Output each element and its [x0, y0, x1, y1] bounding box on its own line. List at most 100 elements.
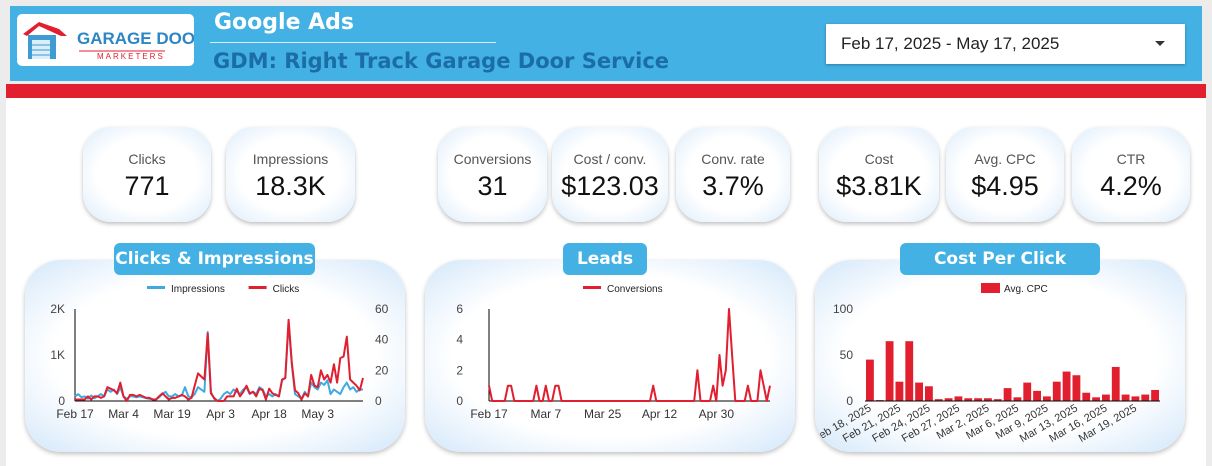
legend-swatch [583, 286, 601, 289]
panel-title-clicks-impressions: Clicks & Impressions [114, 243, 315, 275]
cpc-panel: Avg. CPC 0 50 100 Feb 18, 2025 Feb 21, 2025 Fe… [815, 260, 1185, 452]
y-tick-left: 2K [50, 302, 65, 316]
y-tick: 4 [456, 333, 463, 347]
company-logo: GARAGE DOOR MARKETERS [17, 14, 207, 66]
clicks-impressions-panel: Impressions Clicks 0 1K 2K 0 20 40 60 Feb 17 Mar 4… [25, 260, 405, 452]
cpc-bar [944, 398, 953, 401]
kpi-value: 771 [124, 171, 170, 201]
y-tick-right: 20 [375, 363, 389, 377]
cpc-bar [1072, 375, 1081, 401]
clicks-line [75, 318, 364, 402]
y-tick: 0 [846, 394, 853, 408]
leads-chart: Conversions 0 2 4 6 Feb 17 Mar 7 Mar 25 Apr 12 Ap… [456, 284, 771, 421]
cpc-bar [1131, 396, 1140, 401]
y-tick: 100 [833, 302, 853, 316]
kpi-label: Cost [864, 151, 894, 167]
kpi-value: $3.81K [836, 171, 922, 201]
cpc-bar [925, 386, 933, 401]
y-tick-left: 1K [50, 348, 65, 362]
cpc-bar [984, 398, 992, 401]
panel-title-cpc: Cost Per Click [900, 243, 1100, 275]
cpc-bar [1082, 392, 1091, 401]
cpc-bar [1043, 396, 1051, 401]
x-tick: Feb 17 [470, 407, 508, 421]
cpc-bar [1111, 366, 1120, 401]
kpi-label: Impressions [252, 151, 329, 167]
y-tick: 50 [840, 348, 854, 362]
kpi-label: CTR [1116, 151, 1146, 167]
logo-subtext: MARKETERS [97, 52, 165, 61]
legend-label: Avg. CPC [1004, 284, 1048, 295]
y-tick-right: 0 [375, 394, 382, 408]
account-subtitle: GDM: Right Track Garage Door Service [213, 49, 670, 73]
x-tick: May 3 [301, 407, 334, 421]
x-tick: Apr 3 [206, 407, 235, 421]
cpc-bar [1092, 397, 1100, 401]
legend-label: Clicks [273, 284, 300, 295]
cpc-bar [1102, 394, 1110, 401]
x-tick: Mar 7 [530, 407, 561, 421]
kpi-clicks: Clicks 771 [83, 127, 211, 222]
cpc-bar [1003, 388, 1012, 401]
kpi-label: Avg. CPC [974, 151, 1036, 167]
date-range-picker[interactable]: Feb 17, 2025 - May 17, 2025 [826, 24, 1185, 64]
cpc-bar [885, 341, 894, 401]
logo-text: GARAGE DOOR [77, 29, 194, 48]
legend-swatch [147, 286, 165, 289]
x-tick: Mar 25 [584, 407, 622, 421]
title-divider [210, 42, 496, 43]
cpc-bar [964, 398, 973, 401]
x-tick: Apr 30 [699, 407, 735, 421]
cpc-bar [993, 399, 1002, 401]
kpi-value: 4.2% [1100, 171, 1162, 201]
x-tick: Feb 17 [56, 407, 94, 421]
y-tick-right: 40 [375, 333, 389, 347]
y-tick-left: 0 [58, 394, 65, 408]
y-tick-right: 60 [375, 302, 389, 316]
legend-label: Conversions [607, 284, 663, 295]
accent-bar [6, 84, 1206, 98]
cpc-bar [895, 381, 904, 401]
kpi-cost-per-conversion: Cost / conv. $123.03 [552, 127, 668, 222]
date-range-value: Feb 17, 2025 - May 17, 2025 [841, 34, 1060, 53]
cpc-bar [915, 382, 923, 401]
kpi-impressions: Impressions 18.3K [226, 127, 355, 222]
kpi-value: 3.7% [702, 171, 764, 201]
kpi-conversions: Conversions 31 [438, 127, 547, 222]
legend-label: Impressions [171, 284, 225, 295]
dropdown-caret-icon [1155, 41, 1165, 46]
kpi-value: 18.3K [255, 171, 326, 201]
kpi-avg-cpc: Avg. CPC $4.95 [946, 127, 1064, 222]
cpc-bar [934, 399, 943, 401]
y-tick: 6 [456, 302, 463, 316]
cpc-bar [1062, 371, 1071, 401]
cpc-bar [1121, 394, 1130, 401]
x-tick: Mar 19 [153, 407, 191, 421]
cpc-bar [1141, 394, 1150, 401]
y-tick: 0 [456, 394, 463, 408]
cpc-bar [974, 398, 982, 401]
kpi-value: $123.03 [561, 171, 659, 201]
cpc-bar [954, 396, 963, 401]
cpc-bar [1151, 389, 1159, 401]
kpi-ctr: CTR 4.2% [1072, 127, 1190, 222]
kpi-cost: Cost $3.81K [819, 127, 939, 222]
kpi-label: Conv. rate [701, 151, 765, 167]
kpi-label: Clicks [128, 151, 166, 167]
kpi-value: $4.95 [971, 171, 1039, 201]
legend-swatch [981, 283, 1000, 293]
legend-swatch [248, 286, 267, 289]
clicks-impressions-chart: Impressions Clicks 0 1K 2K 0 20 40 60 Feb 17 Mar 4… [50, 284, 389, 421]
kpi-value: 31 [477, 171, 508, 201]
x-tick: Apr 12 [642, 407, 678, 421]
cpc-bar [1023, 382, 1032, 401]
page-title: Google Ads [214, 10, 355, 35]
x-tick: Apr 18 [251, 407, 287, 421]
cpc-bar [1033, 390, 1041, 401]
cpc-bar [866, 359, 874, 401]
leads-panel: Conversions 0 2 4 6 Feb 17 Mar 7 Mar 25 Apr 12 Ap… [425, 260, 795, 452]
conversions-line [488, 308, 771, 402]
cpc-bar [1052, 381, 1061, 401]
kpi-label: Conversions [453, 151, 532, 167]
